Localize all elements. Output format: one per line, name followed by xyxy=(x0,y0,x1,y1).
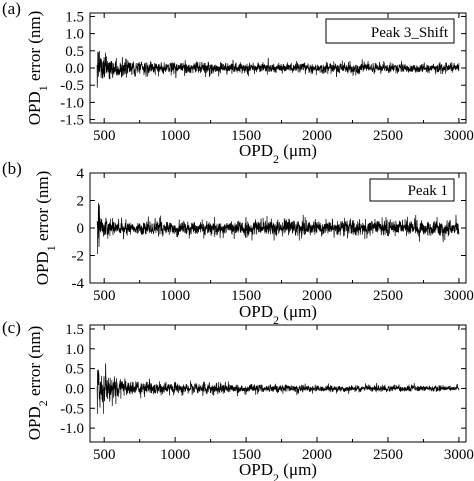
panel-letter: (a) xyxy=(2,0,21,18)
legend-box xyxy=(369,178,455,202)
y-tick-label: 0.5 xyxy=(65,44,84,60)
data-series-line xyxy=(96,202,460,254)
y-tick-label: 1.5 xyxy=(65,9,84,25)
x-tick-label: 1500 xyxy=(231,447,261,463)
chart-panel-1: 500 1000 1500 2000 2500 30001.51.00.50.0-0.5-… xyxy=(2,0,474,166)
y-tick-label: 0.0 xyxy=(65,381,84,397)
x-tick-label: 3000 xyxy=(444,447,474,463)
x-tick-label: 2500 xyxy=(373,447,403,463)
x-tick-label: 3000 xyxy=(444,288,474,304)
data-series-line xyxy=(96,363,460,414)
y-tick-label: 1.0 xyxy=(65,342,84,358)
y-tick-label: 0.5 xyxy=(65,362,84,378)
y-tick-label: -4 xyxy=(72,276,85,292)
y-axis-label: OPD1 error (nm) xyxy=(33,171,58,286)
x-tick-label: 2000 xyxy=(302,447,332,463)
plot-frame xyxy=(89,324,467,443)
y-tick-label: -0.5 xyxy=(60,401,84,417)
y-tick-label: -0.5 xyxy=(60,78,84,94)
chart-panel-3: 500 1000 1500 2000 2500 3000 1.5 1.0 0.5 0.0 -0.5 -… xyxy=(2,318,474,481)
y-axis-label: OPD2 error (nm) xyxy=(25,326,50,441)
x-tick-label: 2000 xyxy=(302,288,332,304)
x-axis-label: OPD2 (μm) xyxy=(239,460,317,481)
y-tick-label: 0 xyxy=(77,221,85,237)
x-tick-label: 1500 xyxy=(231,288,261,304)
x-tick-label: 1000 xyxy=(160,447,190,463)
x-tick-label: 500 xyxy=(93,128,116,144)
x-tick-label: 2000 xyxy=(302,128,332,144)
chart-panel-2: 500 1000 1500 2000 2500 3000 4 2 0 -2 -4 OPD2 (μm) O… xyxy=(2,159,474,327)
legend-label: Peak 1 xyxy=(408,183,448,199)
panel-letter: (b) xyxy=(2,159,22,178)
y-tick-label: 2 xyxy=(77,194,85,210)
x-tick-label: 3000 xyxy=(444,128,474,144)
x-tick-label: 2500 xyxy=(373,288,403,304)
x-axis-label: OPD2 (μm) xyxy=(239,302,317,327)
panel-letter: (c) xyxy=(2,318,21,337)
legend-label: Peak 3_Shift xyxy=(371,25,449,41)
legend-box xyxy=(325,18,455,44)
x-tick-label: 1500 xyxy=(231,128,261,144)
y-tick-label: -2 xyxy=(72,249,85,265)
x-tick-label: 500 xyxy=(93,288,116,304)
x-tick-label: 1000 xyxy=(160,288,190,304)
x-axis-label: OPD2 (μm) xyxy=(239,141,317,166)
y-tick-label: 4 xyxy=(77,166,85,182)
y-tick-label: 1.5 xyxy=(65,322,84,338)
x-tick-label: 500 xyxy=(93,447,116,463)
x-tick-label: 1000 xyxy=(160,128,190,144)
y-tick-label: -1.0 xyxy=(60,421,84,437)
y-tick-label: 1.0 xyxy=(65,27,84,43)
y-tick-label: -1.5 xyxy=(60,113,84,129)
y-axis-label: OPD1 error (nm) xyxy=(25,11,50,126)
x-tick-label: 2500 xyxy=(373,128,403,144)
y-tick-label: -1.0 xyxy=(60,95,84,111)
y-tick-label: 0.0 xyxy=(65,61,84,77)
data-series-line xyxy=(96,50,460,88)
